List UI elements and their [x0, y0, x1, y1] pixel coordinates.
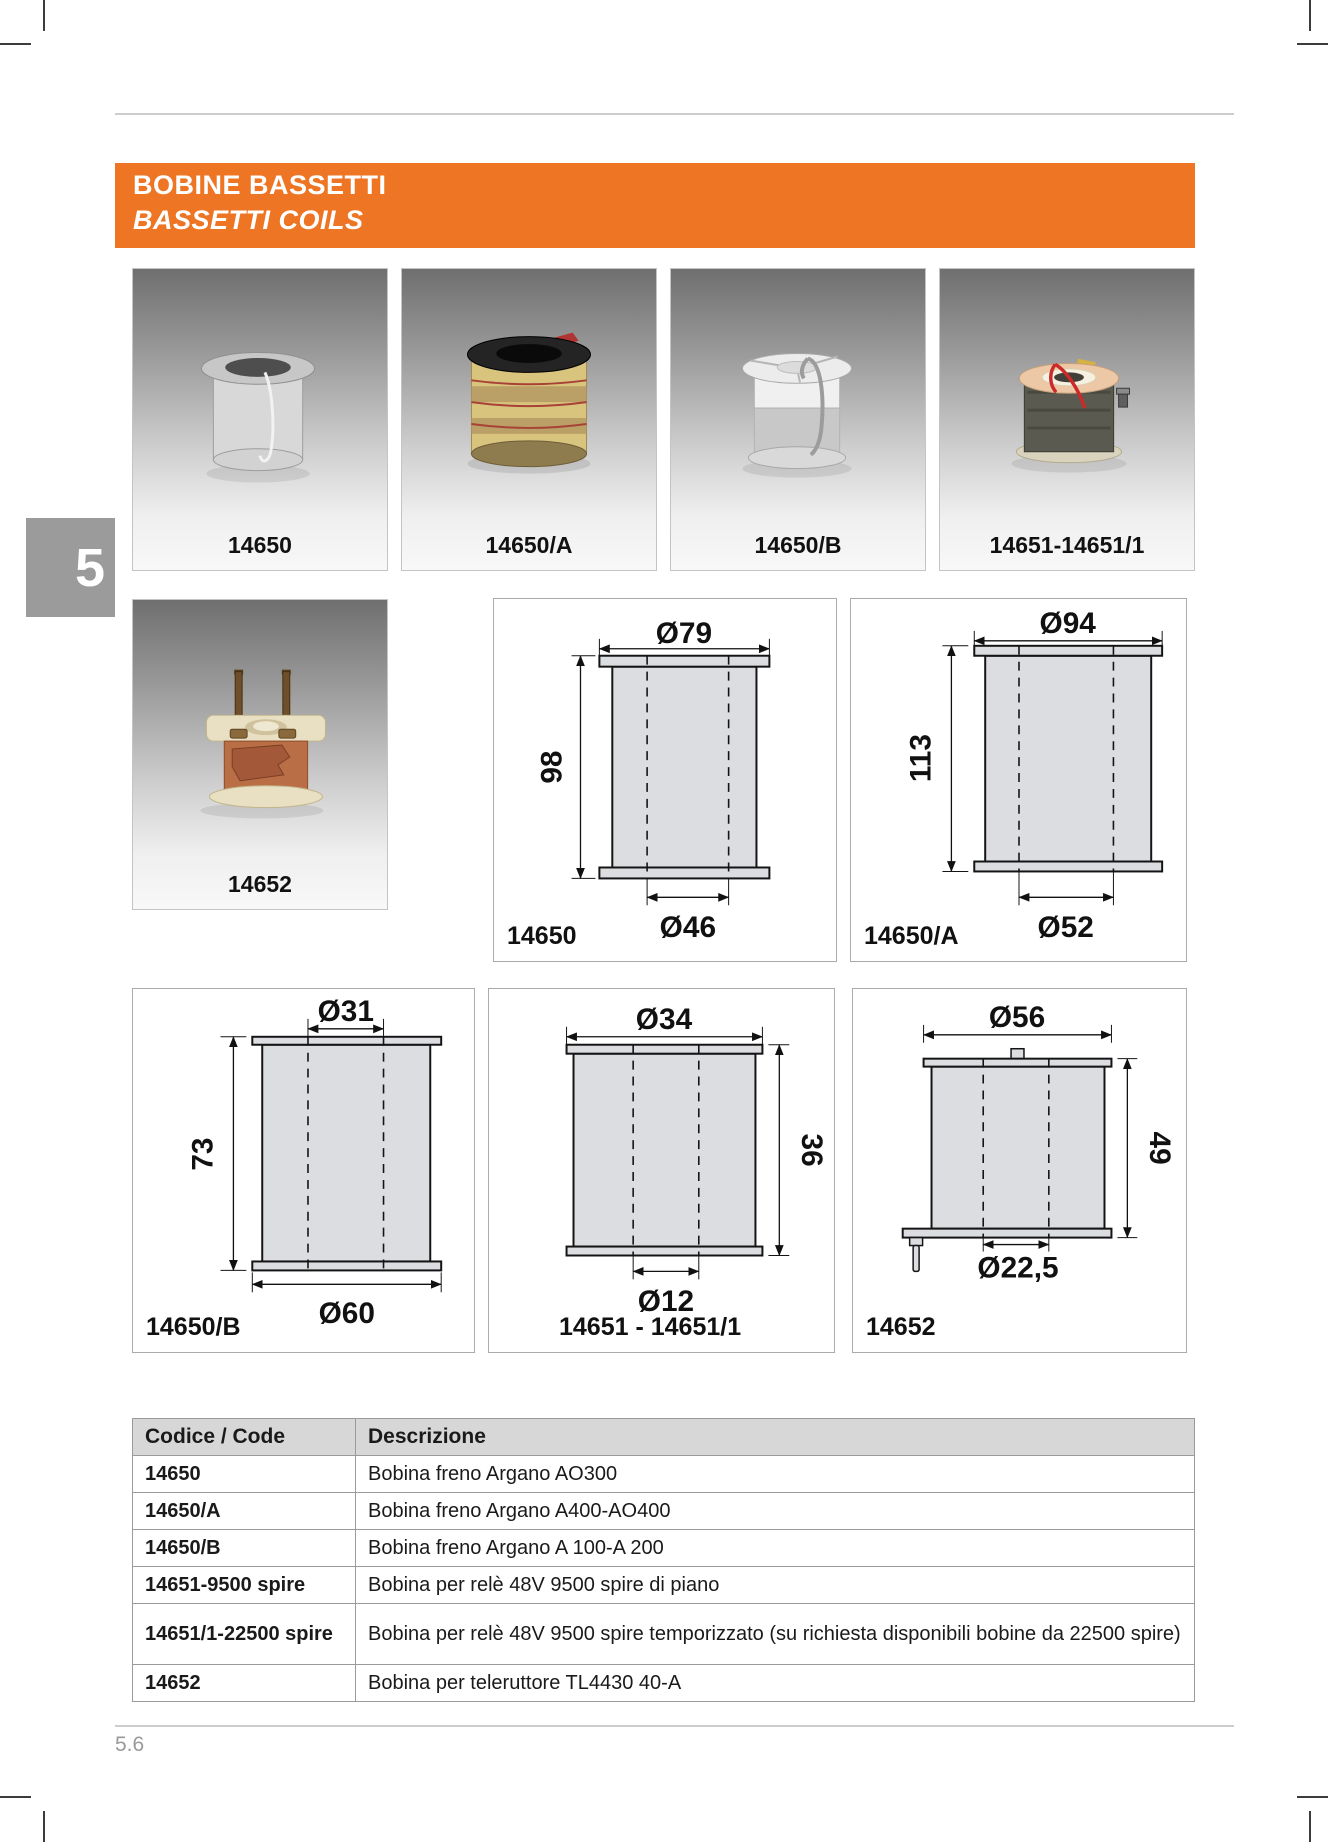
dim-height: 73	[187, 1138, 220, 1171]
cell-description: Bobina freno Argano A 100-A 200	[355, 1529, 1195, 1567]
drawing-panel-14650: Ø79 98 Ø46 14650	[493, 598, 837, 962]
photo-label: 14651-14651/1	[989, 532, 1145, 558]
product-photo-14652: 14652	[132, 599, 388, 910]
table-row: 14650 Bobina freno Argano AO300	[132, 1455, 1195, 1493]
product-photo-14650a: 14650/A	[401, 268, 657, 571]
cell-description: Bobina per relè 48V 9500 spire temporizz…	[355, 1603, 1195, 1665]
table-header-row: Codice / Code Descrizione	[132, 1418, 1195, 1456]
dim-height: 113	[905, 734, 938, 782]
page-title: BOBINE BASSETTI	[133, 170, 387, 200]
crop-mark-top-right-h	[1297, 43, 1328, 45]
dim-outer-diameter: Ø34	[636, 1003, 693, 1036]
spool-shape	[251, 1035, 443, 1272]
drawing-panel-14652: Ø56 49 Ø22,5 14652	[852, 988, 1187, 1353]
crop-mark-top-right-v	[1309, 0, 1311, 31]
dim-outer-diameter: Ø60	[319, 1297, 375, 1330]
section-header: BOBINE BASSETTI BASSETTI COILS	[115, 163, 1195, 248]
page-number: 5.6	[115, 1733, 145, 1756]
dimensions: Ø56 49 Ø22,5	[923, 1001, 1176, 1284]
dim-outer-diameter: Ø94	[1040, 607, 1097, 640]
coil-photo-14651	[1011, 358, 1131, 473]
crop-mark-top-left-v	[43, 0, 45, 31]
coil-photo-14652	[200, 669, 326, 819]
photo-label: 14650/B	[754, 532, 842, 558]
cell-code: 14651-9500 spire	[132, 1566, 356, 1604]
photo-label: 14650/A	[485, 532, 573, 558]
dim-outer-diameter: Ø79	[656, 617, 712, 650]
spool-shape	[973, 644, 1164, 873]
table-row: 14650/A Bobina freno Argano A400-AO400	[132, 1492, 1195, 1530]
drawing-code-label: 14650	[507, 922, 577, 950]
spool-shape	[598, 654, 771, 880]
dim-inner-diameter: Ø46	[660, 911, 716, 944]
drawing-code-label: 14651 - 14651/1	[559, 1313, 742, 1341]
technical-drawing-14650b: Ø31 73 Ø60	[187, 995, 443, 1330]
product-photo-14650b: 14650/B	[670, 268, 926, 571]
cell-description: Bobina per teleruttore TL4430 40-A	[355, 1664, 1195, 1702]
spool-shape	[901, 1047, 1113, 1273]
table-row: 14651/1-22500 spire Bobina per relè 48V …	[132, 1603, 1195, 1665]
section-number-tab: 5	[26, 518, 115, 617]
drawing-code-label: 14652	[866, 1313, 936, 1341]
drawing-code-label: 14650/B	[146, 1313, 241, 1341]
col-header-description: Descrizione	[355, 1418, 1195, 1456]
table-row: 14651-9500 spire Bobina per relè 48V 950…	[132, 1566, 1195, 1604]
dim-inner-diameter: Ø22,5	[977, 1251, 1058, 1284]
footer-rule	[115, 1725, 1234, 1727]
dim-inner-diameter: Ø52	[1038, 911, 1094, 944]
crop-mark-bottom-right-h	[1297, 1796, 1328, 1798]
technical-drawing-14651: Ø34 36 Ø12	[565, 1003, 828, 1318]
col-header-code: Codice / Code	[132, 1418, 356, 1456]
drawing-panel-14650a: Ø94 113 Ø52 14650/A	[850, 598, 1187, 962]
dim-inner-diameter: Ø12	[638, 1285, 694, 1318]
dimensions: Ø79 98 Ø46	[536, 617, 770, 944]
crop-mark-bottom-right-v	[1309, 1811, 1311, 1842]
cell-description: Bobina per relè 48V 9500 spire di piano	[355, 1566, 1195, 1604]
page-title-en: BASSETTI COILS	[133, 205, 364, 235]
dimensions: Ø34 36 Ø12	[566, 1003, 828, 1318]
dimensions: Ø31 73 Ø60	[187, 995, 442, 1330]
cell-code: 14650/B	[132, 1529, 356, 1567]
dim-height: 49	[1143, 1132, 1176, 1165]
cell-code: 14650	[132, 1455, 356, 1493]
table-row: 14650/B Bobina freno Argano A 100-A 200	[132, 1529, 1195, 1567]
cell-code: 14650/A	[132, 1492, 356, 1530]
crop-mark-top-left-h	[0, 43, 31, 45]
table-row: 14652 Bobina per teleruttore TL4430 40-A	[132, 1664, 1195, 1702]
dim-height: 98	[536, 750, 569, 783]
drawing-panel-14650b: Ø31 73 Ø60 14650/B	[132, 988, 475, 1353]
cell-description: Bobina freno Argano A400-AO400	[355, 1492, 1195, 1530]
product-photo-14651: 14651-14651/1	[939, 268, 1195, 571]
dim-height: 36	[795, 1134, 828, 1167]
dim-inner-diameter: Ø31	[318, 995, 374, 1028]
photo-label: 14650	[228, 532, 292, 558]
technical-drawing-14650: Ø79 98 Ø46	[536, 617, 771, 944]
drawing-panel-14651: Ø34 36 Ø12 14651 - 14651/1	[488, 988, 835, 1353]
spool-shape	[565, 1043, 764, 1257]
dimensions: Ø94 113 Ø52	[905, 607, 1163, 944]
coil-photo-14650a	[466, 332, 592, 474]
photo-label: 14652	[228, 871, 292, 897]
crop-mark-bottom-left-v	[43, 1811, 45, 1842]
technical-drawing-14652: Ø56 49 Ø22,5	[901, 1001, 1176, 1284]
coil-photo-14650b	[741, 353, 853, 478]
top-rule	[115, 113, 1234, 115]
product-table: Codice / Code Descrizione 14650 Bobina f…	[132, 1418, 1195, 1702]
cell-description: Bobina freno Argano AO300	[355, 1455, 1195, 1493]
cell-code: 14651/1-22500 spire	[132, 1603, 356, 1665]
dim-outer-diameter: Ø56	[989, 1001, 1045, 1034]
cell-code: 14652	[132, 1664, 356, 1702]
product-photo-14650: 14650	[132, 268, 388, 571]
coil-photo-14650	[200, 352, 316, 483]
drawing-code-label: 14650/A	[864, 922, 959, 950]
crop-mark-bottom-left-h	[0, 1796, 31, 1798]
technical-drawing-14650a: Ø94 113 Ø52	[905, 607, 1164, 944]
